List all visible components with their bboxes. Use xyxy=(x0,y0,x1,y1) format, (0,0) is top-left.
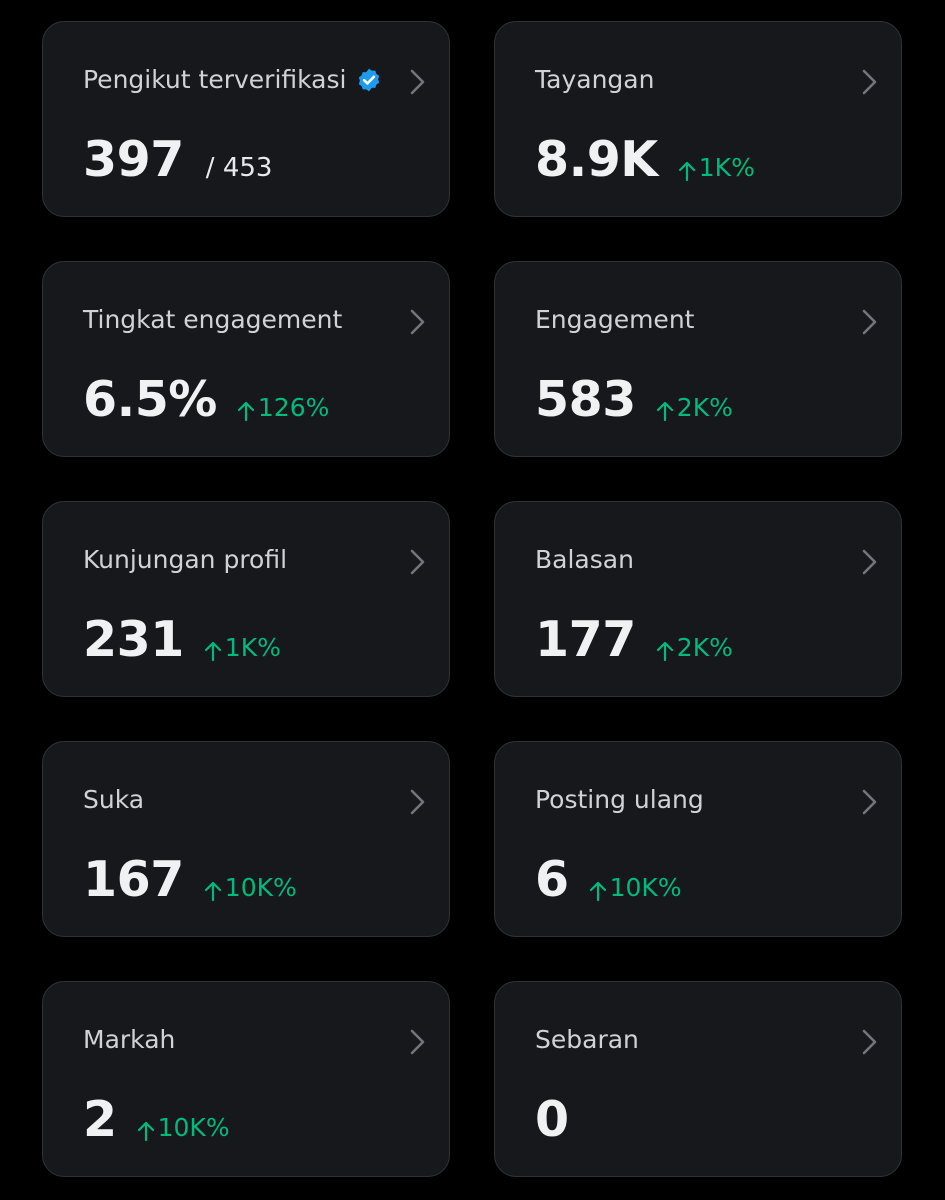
stat-change-text: 2K% xyxy=(676,633,733,662)
stat-card[interactable]: Sebaran 0 xyxy=(494,981,902,1177)
stat-row: 6 10K% xyxy=(535,850,682,910)
stat-row: 8.9K 1K% xyxy=(535,130,755,190)
stat-label-text: Tayangan xyxy=(535,65,655,94)
stat-label: Kunjungan profil xyxy=(83,544,287,576)
chevron-icon xyxy=(862,1029,877,1055)
stat-total: / 453 xyxy=(205,153,273,183)
stat-row: 167 10K% xyxy=(83,850,297,910)
stat-card[interactable]: Pengikut terverifikasi 397 / 453 xyxy=(42,21,450,217)
chevron-icon xyxy=(410,309,425,335)
stat-row: 397 / 453 xyxy=(83,130,272,190)
stat-change-text: 1K% xyxy=(698,153,755,182)
stat-card[interactable]: Balasan 177 2K% xyxy=(494,501,902,697)
stat-change-text: 126% xyxy=(257,393,330,422)
stat-row: 583 2K% xyxy=(535,370,733,430)
stat-label-text: Pengikut terverifikasi xyxy=(83,65,347,94)
stat-label: Markah xyxy=(83,1024,175,1056)
stat-label-text: Posting ulang xyxy=(535,785,704,814)
up-arrow-icon xyxy=(678,161,695,181)
stat-label-text: Kunjungan profil xyxy=(83,545,288,574)
stat-card[interactable]: Posting ulang 6 10K% xyxy=(494,741,902,937)
stat-card[interactable]: Tayangan 8.9K 1K% xyxy=(494,21,902,217)
chevron-icon xyxy=(410,549,425,575)
chevron-icon xyxy=(862,549,877,575)
stat-label-text: Markah xyxy=(83,1025,176,1054)
stat-label-text: Engagement xyxy=(535,305,695,334)
up-arrow-icon xyxy=(656,641,673,661)
stat-value: 6.5% xyxy=(83,371,217,428)
stat-card[interactable]: Tingkat engagement 6.5% 126% xyxy=(42,261,450,457)
stat-change: 1K% xyxy=(204,633,281,662)
verified-badge xyxy=(359,68,380,92)
stat-change-text: 1K% xyxy=(224,633,281,662)
stat-label: Pengikut terverifikasi xyxy=(83,64,382,96)
stat-change: 126% xyxy=(237,393,329,422)
stat-change: 2K% xyxy=(656,393,733,422)
chevron-icon xyxy=(410,69,425,95)
stat-change-text: 2K% xyxy=(676,393,733,422)
stat-value: 6 xyxy=(535,851,569,908)
stat-label: Sebaran xyxy=(535,1024,639,1056)
stat-change: 10K% xyxy=(204,873,297,902)
up-arrow-icon xyxy=(656,401,673,421)
stat-value: 8.9K xyxy=(535,131,658,188)
up-arrow-icon xyxy=(589,881,606,901)
chevron-icon xyxy=(410,789,425,815)
stat-value: 177 xyxy=(535,611,636,668)
stat-row: 231 1K% xyxy=(83,610,281,670)
stat-row: 6.5% 126% xyxy=(83,370,329,430)
stat-card[interactable]: Suka 167 10K% xyxy=(42,741,450,937)
stat-card[interactable]: Markah 2 10K% xyxy=(42,981,450,1177)
stat-change: 1K% xyxy=(678,153,755,182)
stat-change: 10K% xyxy=(589,873,682,902)
stat-value: 0 xyxy=(535,1091,569,1148)
stat-change-text: 10K% xyxy=(157,1113,230,1142)
up-arrow-icon xyxy=(237,401,255,421)
stat-value: 2 xyxy=(83,1091,117,1148)
stat-row: 177 2K% xyxy=(535,610,733,670)
up-arrow-icon xyxy=(137,1121,154,1141)
stat-row: 2 10K% xyxy=(83,1090,230,1150)
stat-card[interactable]: Engagement 583 2K% xyxy=(494,261,902,457)
stat-label: Balasan xyxy=(535,544,634,576)
stat-change: 10K% xyxy=(137,1113,230,1142)
stat-row: 0 xyxy=(535,1090,569,1150)
up-arrow-icon xyxy=(204,881,221,901)
chevron-icon xyxy=(410,1029,425,1055)
up-arrow-icon xyxy=(204,641,221,661)
stat-label: Tingkat engagement xyxy=(83,304,342,336)
stat-change: 2K% xyxy=(656,633,733,662)
stat-label: Posting ulang xyxy=(535,784,704,816)
stat-label-text: Suka xyxy=(83,785,145,814)
chevron-icon xyxy=(862,69,877,95)
stat-label: Suka xyxy=(83,784,144,816)
stat-change-text: 10K% xyxy=(224,873,297,902)
stat-label-text: Tingkat engagement xyxy=(83,305,343,334)
stat-label-text: Sebaran xyxy=(535,1025,639,1054)
stat-label: Engagement xyxy=(535,304,694,336)
chevron-icon xyxy=(862,789,877,815)
stat-change-text: 10K% xyxy=(609,873,682,902)
stat-label-text: Balasan xyxy=(535,545,634,574)
stat-value: 231 xyxy=(83,611,184,668)
stat-value: 167 xyxy=(83,851,184,908)
stat-value: 583 xyxy=(535,371,636,428)
stat-card[interactable]: Kunjungan profil 231 1K% xyxy=(42,501,450,697)
stat-value: 397 xyxy=(83,131,184,188)
chevron-icon xyxy=(862,309,877,335)
stat-label: Tayangan xyxy=(535,64,654,96)
